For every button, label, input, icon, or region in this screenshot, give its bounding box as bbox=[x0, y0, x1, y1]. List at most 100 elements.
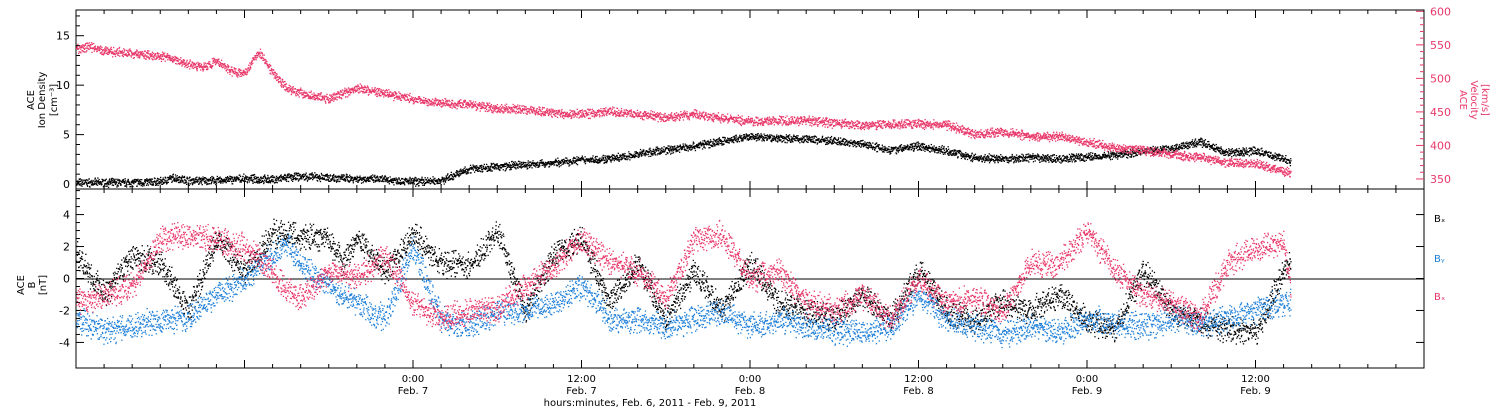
density-point bbox=[1237, 150, 1240, 152]
density-point bbox=[509, 163, 511, 166]
density-point bbox=[491, 166, 493, 168]
density-point bbox=[701, 148, 704, 150]
density-point bbox=[628, 155, 631, 158]
density-point bbox=[860, 146, 862, 148]
density-point bbox=[597, 162, 599, 164]
density-point bbox=[955, 154, 958, 156]
density-point bbox=[144, 179, 146, 181]
density-point bbox=[876, 142, 878, 144]
density-point bbox=[280, 179, 282, 181]
density-point bbox=[647, 153, 650, 155]
density-point bbox=[343, 179, 345, 181]
density-point bbox=[510, 166, 512, 168]
density-point bbox=[141, 185, 144, 187]
density-point bbox=[422, 184, 424, 186]
density-point bbox=[333, 180, 336, 182]
density-point bbox=[563, 162, 565, 164]
density-point bbox=[87, 180, 89, 182]
density-point bbox=[509, 169, 511, 171]
density-point bbox=[159, 182, 161, 184]
density-point bbox=[583, 158, 585, 161]
density-point bbox=[431, 179, 433, 181]
density-point bbox=[594, 159, 596, 161]
density-point bbox=[323, 175, 325, 177]
density-point bbox=[634, 156, 636, 158]
density-point bbox=[566, 157, 568, 159]
density-point bbox=[258, 180, 260, 183]
density-point bbox=[1203, 141, 1205, 144]
density-point bbox=[281, 176, 283, 178]
density-point bbox=[943, 149, 946, 151]
density-point bbox=[1003, 160, 1005, 162]
density-point bbox=[622, 153, 624, 155]
density-point bbox=[80, 180, 82, 182]
density-point bbox=[445, 177, 447, 179]
density-point bbox=[619, 157, 621, 159]
density-point bbox=[326, 178, 328, 181]
density-point bbox=[107, 180, 109, 182]
density-point bbox=[1007, 157, 1009, 159]
density-point bbox=[274, 179, 276, 181]
density-point bbox=[304, 178, 306, 181]
density-point bbox=[1104, 153, 1107, 155]
density-point bbox=[481, 165, 483, 167]
density-point bbox=[555, 158, 557, 160]
density-point bbox=[100, 183, 102, 185]
density-point bbox=[699, 141, 702, 143]
density-point bbox=[237, 177, 239, 179]
density-point bbox=[101, 181, 103, 183]
density-point bbox=[218, 177, 220, 179]
density-point bbox=[128, 183, 130, 186]
density-point bbox=[160, 176, 162, 179]
density-point bbox=[200, 181, 202, 183]
density-point bbox=[888, 148, 890, 151]
density-point bbox=[342, 178, 344, 180]
density-point bbox=[208, 180, 210, 182]
density-point bbox=[335, 180, 337, 182]
density-point bbox=[1024, 159, 1026, 161]
density-point bbox=[898, 147, 900, 149]
density-point bbox=[1152, 145, 1154, 148]
density-point bbox=[452, 179, 454, 181]
density-point bbox=[567, 163, 570, 165]
density-point bbox=[636, 155, 638, 157]
density-point bbox=[214, 181, 217, 184]
density-point bbox=[317, 176, 319, 178]
density-point bbox=[180, 178, 183, 180]
density-point bbox=[614, 156, 617, 158]
density-point bbox=[316, 177, 318, 179]
density-point bbox=[661, 147, 663, 149]
density-point bbox=[363, 178, 365, 180]
density-point bbox=[123, 179, 125, 181]
density-point bbox=[430, 179, 433, 181]
density-point bbox=[1129, 156, 1131, 158]
density-point bbox=[537, 161, 539, 163]
density-point bbox=[184, 176, 186, 178]
density-point bbox=[755, 135, 757, 138]
density-point bbox=[810, 140, 812, 142]
density-point bbox=[362, 178, 364, 180]
density-point bbox=[1266, 151, 1268, 154]
density-point bbox=[1018, 161, 1020, 163]
density-point bbox=[796, 138, 799, 140]
density-point bbox=[547, 162, 549, 164]
density-point bbox=[756, 137, 758, 140]
density-point bbox=[540, 161, 543, 163]
density-point bbox=[606, 162, 608, 164]
density-point bbox=[459, 172, 461, 175]
density-point bbox=[809, 138, 811, 141]
density-point bbox=[375, 177, 378, 179]
density-point bbox=[320, 177, 322, 180]
density-point bbox=[159, 178, 161, 181]
density-point bbox=[211, 175, 213, 178]
density-point bbox=[1165, 145, 1167, 147]
density-point bbox=[852, 144, 854, 146]
density-point bbox=[230, 177, 232, 180]
density-point bbox=[462, 171, 464, 174]
density-point bbox=[900, 144, 903, 146]
density-point bbox=[1103, 153, 1105, 155]
density-point bbox=[919, 144, 921, 147]
density-point bbox=[417, 182, 419, 185]
density-point bbox=[193, 182, 195, 184]
density-point bbox=[107, 181, 109, 184]
